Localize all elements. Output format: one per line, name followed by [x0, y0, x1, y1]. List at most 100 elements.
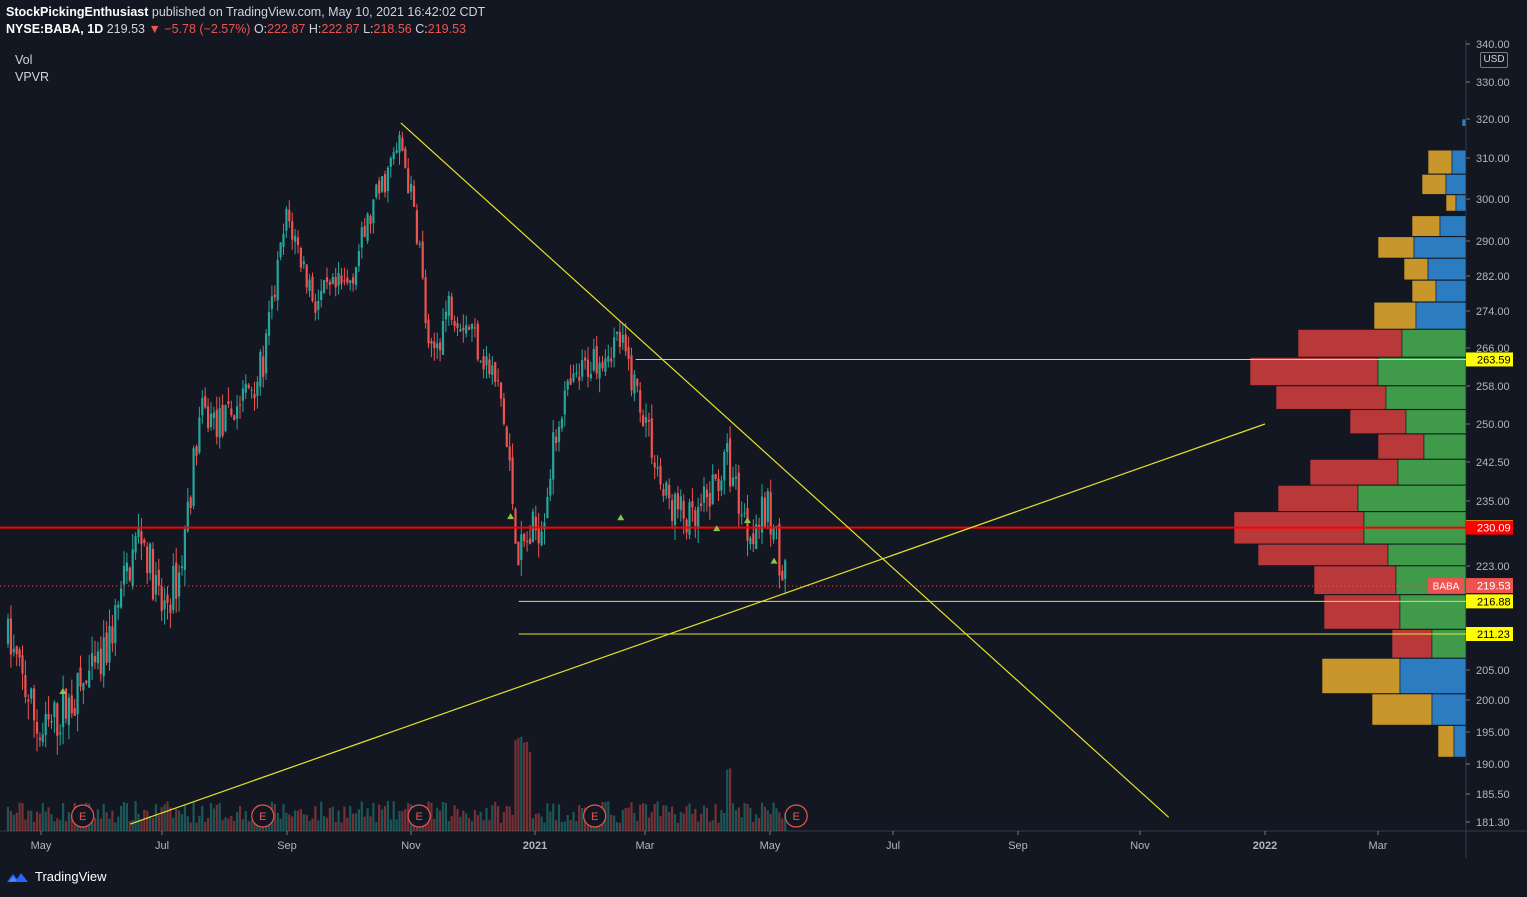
candle-body	[366, 213, 369, 241]
candle-body	[149, 543, 152, 574]
volume-profile-bar	[1427, 149, 1453, 175]
volume-profile-bar	[1275, 385, 1387, 410]
volume-bar	[299, 809, 302, 831]
earnings-marker-label: E	[793, 811, 800, 823]
volume-profile-bar	[1411, 280, 1437, 303]
volume-bar	[772, 802, 775, 831]
volume-bar	[305, 814, 308, 831]
candle-body	[656, 467, 659, 469]
volume-bar	[624, 807, 627, 831]
candle-body	[647, 419, 650, 422]
candle-body	[111, 626, 114, 644]
candle-body	[381, 176, 384, 192]
candle-body	[456, 323, 459, 329]
volume-bar	[615, 821, 619, 831]
volume-bar	[99, 818, 102, 831]
candle-body	[395, 150, 398, 153]
candle-body	[517, 541, 520, 566]
symbol-label[interactable]: NYSE:BABA, 1D	[6, 22, 104, 36]
candle-body	[375, 184, 378, 198]
candle-body	[230, 408, 233, 416]
volume-bar	[560, 821, 563, 831]
candle-body	[357, 251, 360, 267]
candle-body	[430, 341, 433, 344]
volume-bar	[33, 821, 36, 831]
volume-profile-bar	[1277, 485, 1359, 512]
candle-body	[140, 531, 143, 545]
candle-body	[186, 501, 189, 531]
price-level-tag	[1466, 594, 1513, 609]
candle-body	[317, 300, 320, 311]
candle-body	[749, 537, 752, 545]
candle-body	[183, 529, 186, 571]
volume-bar	[470, 821, 474, 831]
candle-body	[755, 524, 758, 550]
volume-profile-bar	[1399, 658, 1467, 694]
candle-body	[137, 526, 140, 538]
volume-bar	[108, 818, 111, 831]
candle-body	[288, 209, 291, 222]
volume-bar	[633, 812, 636, 831]
volume-profile-bar	[1435, 280, 1467, 303]
candle-body	[526, 540, 529, 542]
volume-bar	[746, 803, 749, 831]
candle-body	[412, 185, 416, 207]
candle-body	[337, 272, 340, 286]
candle-body	[76, 672, 79, 715]
candle-body	[383, 174, 387, 193]
volume-bar	[308, 820, 311, 831]
volume-bar	[360, 801, 363, 831]
volume-profile-bar	[1437, 725, 1455, 758]
volume-bar	[291, 816, 294, 831]
volume-bar	[244, 811, 247, 831]
candle-body	[114, 605, 117, 644]
author-name[interactable]: StockPickingEnthusiast	[6, 5, 149, 19]
volume-bar	[743, 803, 746, 831]
candle-body	[296, 237, 300, 246]
volume-bar	[41, 803, 44, 831]
volume-bar	[238, 806, 242, 831]
currency-badge[interactable]: USD	[1480, 52, 1508, 68]
candle-body	[9, 618, 12, 655]
candle-body	[433, 341, 436, 349]
candle-body	[224, 405, 227, 432]
time-tick-label: Jul	[886, 840, 900, 852]
candle-body	[662, 489, 665, 496]
volume-bar	[650, 812, 653, 831]
volume-bar	[230, 815, 233, 831]
volume-bar	[528, 752, 532, 831]
volume-profile-bar	[1431, 693, 1467, 726]
time-tick-label: Sep	[1008, 840, 1028, 852]
volume-bar	[520, 736, 523, 831]
candle-body	[282, 233, 285, 247]
volume-bar	[740, 817, 743, 831]
candle-body	[360, 227, 363, 248]
candle-body	[401, 137, 404, 152]
volume-bar	[543, 822, 546, 831]
last-price: 219.53	[106, 22, 145, 36]
volume-bar	[491, 805, 494, 831]
candle-body	[514, 508, 517, 544]
volume-bar	[38, 813, 41, 831]
volume-bar	[386, 801, 389, 831]
volume-bar	[729, 768, 732, 831]
indicator-vpvr[interactable]: VPVR	[15, 70, 50, 84]
price-level-tag	[1466, 520, 1513, 535]
tradingview-footer[interactable]: TradingView	[6, 869, 107, 884]
volume-bar	[195, 822, 198, 831]
candle-body	[294, 235, 297, 242]
volume-bar	[647, 817, 650, 831]
candle-body	[563, 390, 566, 415]
candle-body	[24, 675, 27, 698]
candle-body	[233, 415, 236, 420]
volume-bar	[128, 821, 131, 831]
volume-profile-bar	[1377, 357, 1467, 386]
low-label: L:	[363, 22, 374, 36]
candle-body	[740, 514, 743, 517]
time-tick-label: Mar	[1369, 840, 1388, 852]
volume-bar	[705, 807, 708, 831]
candle-body	[6, 618, 10, 644]
indicator-vol[interactable]: Vol	[15, 53, 33, 67]
volume-bar	[279, 818, 282, 831]
